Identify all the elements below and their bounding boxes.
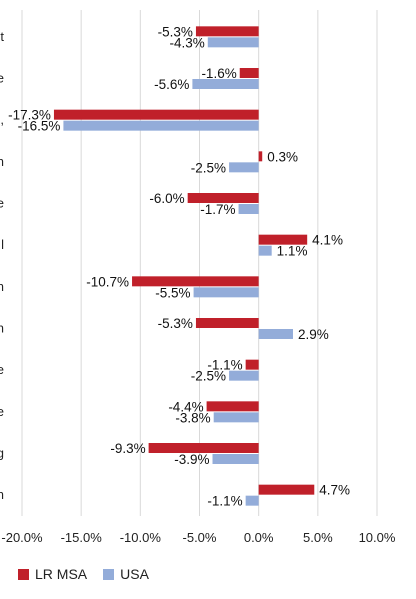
bar-lr-msa <box>53 109 259 120</box>
x-tick-label: -5.0% <box>183 530 217 545</box>
x-axis-ticks: -20.0% -15.0% -10.0% -5.0% 0.0% 5.0% 10.0% <box>1 530 395 545</box>
category-label: e <box>0 362 4 377</box>
bar-usa <box>213 412 259 423</box>
x-tick-label: -10.0% <box>120 530 162 545</box>
data-label: -1.7% <box>200 202 235 217</box>
data-label: -3.8% <box>175 410 210 425</box>
legend-label-usa: USA <box>120 566 149 582</box>
data-label: -5.6% <box>154 77 189 92</box>
category-label: n <box>0 321 4 336</box>
category-label: , <box>0 112 4 127</box>
data-label: -10.7% <box>86 274 129 289</box>
bar-lr-msa <box>245 359 259 370</box>
x-tick-label: -20.0% <box>1 530 43 545</box>
data-label: -1.1% <box>207 494 242 509</box>
bar-usa <box>258 329 293 339</box>
bar-usa <box>229 370 259 381</box>
legend-label-lr-msa: LR MSA <box>35 566 88 582</box>
bars <box>53 26 315 506</box>
legend-swatch-lr-msa <box>18 568 29 580</box>
bar-usa <box>258 245 272 256</box>
data-label: 0.3% <box>267 149 298 164</box>
x-tick-label: 10.0% <box>359 530 396 545</box>
bar-lr-msa <box>206 401 259 412</box>
legend-swatch-usa <box>103 568 115 580</box>
data-label: -9.3% <box>110 441 145 456</box>
category-label: g <box>0 446 4 461</box>
data-label: -4.3% <box>170 35 205 50</box>
data-label: -2.5% <box>191 160 226 175</box>
data-label: -16.5% <box>18 119 61 134</box>
data-label: -3.9% <box>174 452 209 467</box>
bar-usa <box>238 204 259 214</box>
data-label: -5.3% <box>158 316 193 331</box>
bar-lr-msa <box>258 234 308 245</box>
data-label: 1.1% <box>277 244 308 259</box>
bar-lr-msa <box>258 151 263 162</box>
category-label: n <box>0 487 4 502</box>
data-label: -1.1% <box>207 358 242 373</box>
bar-lr-msa <box>258 484 315 495</box>
data-label: 2.9% <box>298 327 329 342</box>
bar-usa <box>207 37 259 48</box>
gridlines <box>21 10 378 516</box>
category-label: t <box>0 29 4 44</box>
bar-usa <box>193 287 259 298</box>
bar-lr-msa <box>195 26 259 37</box>
category-label: e <box>0 71 4 86</box>
bar-lr-msa <box>239 68 259 78</box>
legend-item-lr-msa: LR MSA <box>18 566 87 582</box>
bar-usa <box>63 120 259 131</box>
bar-lr-msa <box>187 193 259 203</box>
data-label: -1.6% <box>201 66 236 81</box>
category-label: e <box>0 196 4 211</box>
bar-usa <box>212 454 259 464</box>
data-label: -2.5% <box>191 369 226 384</box>
data-label: 4.1% <box>312 233 343 248</box>
bar-lr-msa <box>148 443 259 453</box>
bar-lr-msa <box>132 276 259 287</box>
data-label: -17.3% <box>8 108 51 123</box>
data-labels: -5.3%-4.3%-1.6%-5.6%-17.3%-16.5%0.3%-2.5… <box>8 24 350 508</box>
data-label: -4.4% <box>168 399 203 414</box>
data-label: -6.0% <box>149 191 184 206</box>
data-label: -5.3% <box>158 24 193 39</box>
category-label: l <box>1 237 4 252</box>
data-label: -5.5% <box>155 285 190 300</box>
legend: LR MSA USA <box>18 566 165 582</box>
category-labels: t e, n e l n n e e g n <box>0 29 4 502</box>
category-label: n <box>0 154 4 169</box>
bar-usa <box>245 495 259 506</box>
bar-usa <box>229 162 259 173</box>
category-label: e <box>0 404 4 419</box>
x-tick-label: -15.0% <box>61 530 103 545</box>
x-tick-label: 0.0% <box>244 530 274 545</box>
bar-usa <box>192 79 259 89</box>
legend-item-usa: USA <box>103 566 149 582</box>
bar-lr-msa <box>195 318 259 328</box>
x-tick-label: 5.0% <box>303 530 333 545</box>
category-label: n <box>0 279 4 294</box>
data-label: 4.7% <box>319 483 350 498</box>
